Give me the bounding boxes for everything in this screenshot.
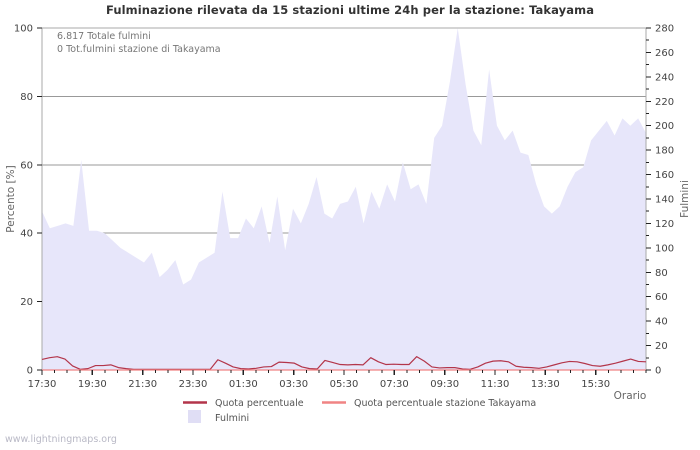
legend-swatch-box — [188, 410, 201, 423]
y-axis-right-ticks: 0 20 40 60 80 100 120 140 160 180 200 220 240 260 280 — [646, 24, 674, 377]
y2-tick-label: 220 — [655, 97, 674, 108]
chart-legend: Quota percentuale Quota percentuale stazi… — [183, 398, 536, 424]
legend-label: Quota percentuale stazione Takayama — [354, 398, 536, 409]
page-title: Fulminazione rilevata da 15 stazioni ult… — [105, 3, 595, 17]
y2-tick-label: 140 — [655, 195, 674, 206]
y-tick-label: 0 — [27, 366, 33, 377]
y-axis-left-ticks: 0 20 40 60 80 100 — [14, 24, 42, 377]
x-tick-label: 15:30 — [581, 379, 610, 390]
area-fulmini — [42, 28, 646, 370]
y-tick-label: 100 — [14, 24, 33, 35]
chart-annotations: 6.817 Totale fulmini 0 Tot.fulmini stazio… — [57, 31, 221, 55]
y2-tick-label: 160 — [655, 170, 674, 181]
y2-tick-label: 280 — [655, 24, 674, 35]
x-tick-label: 05:30 — [330, 379, 359, 390]
x-tick-label: 09:30 — [430, 379, 459, 390]
y2-tick-label: 20 — [655, 341, 668, 352]
annotation-line: 0 Tot.fulmini stazione di Takayama — [57, 44, 221, 55]
x-tick-label: 11:30 — [481, 379, 510, 390]
x-axis-title: Orario — [614, 390, 647, 402]
y2-tick-label: 120 — [655, 219, 674, 230]
legend-label: Fulmini — [215, 413, 249, 424]
y-tick-label: 40 — [20, 229, 33, 240]
legend-label: Quota percentuale — [215, 398, 304, 409]
y-tick-label: 80 — [20, 92, 33, 103]
y2-tick-label: 200 — [655, 121, 674, 132]
x-tick-label: 13:30 — [531, 379, 560, 390]
y2-tick-label: 240 — [655, 72, 674, 83]
line-quota-percentuale — [41, 356, 647, 370]
y-tick-label: 60 — [20, 160, 33, 171]
x-tick-label: 17:30 — [28, 379, 57, 390]
x-tick-label: 01:30 — [229, 379, 258, 390]
y2-tick-label: 60 — [655, 292, 668, 303]
series-area-fulmini — [42, 28, 646, 370]
y2-tick-label: 80 — [655, 268, 668, 279]
y-tick-label: 20 — [20, 297, 33, 308]
annotation-line: 6.817 Totale fulmini — [57, 31, 151, 42]
x-tick-label: 07:30 — [380, 379, 409, 390]
x-tick-label: 21:30 — [128, 379, 157, 390]
y-axis-right-title: Fulmini — [679, 180, 691, 218]
x-tick-label: 19:30 — [78, 379, 107, 390]
y2-tick-label: 100 — [655, 243, 674, 254]
source-watermark: www.lightningmaps.org — [5, 434, 117, 445]
y2-tick-label: 180 — [655, 146, 674, 157]
x-tick-label: 23:30 — [179, 379, 208, 390]
x-tick-label: 03:30 — [279, 379, 308, 390]
y2-tick-label: 40 — [655, 317, 668, 328]
y2-tick-label: 260 — [655, 48, 674, 59]
y-axis-left-title: Percento [%] — [5, 165, 17, 232]
y2-tick-label: 0 — [655, 366, 661, 377]
x-axis-ticks: 17:30 19:30 21:30 23:30 01:30 03:30 05:30 07:30… — [28, 370, 647, 390]
